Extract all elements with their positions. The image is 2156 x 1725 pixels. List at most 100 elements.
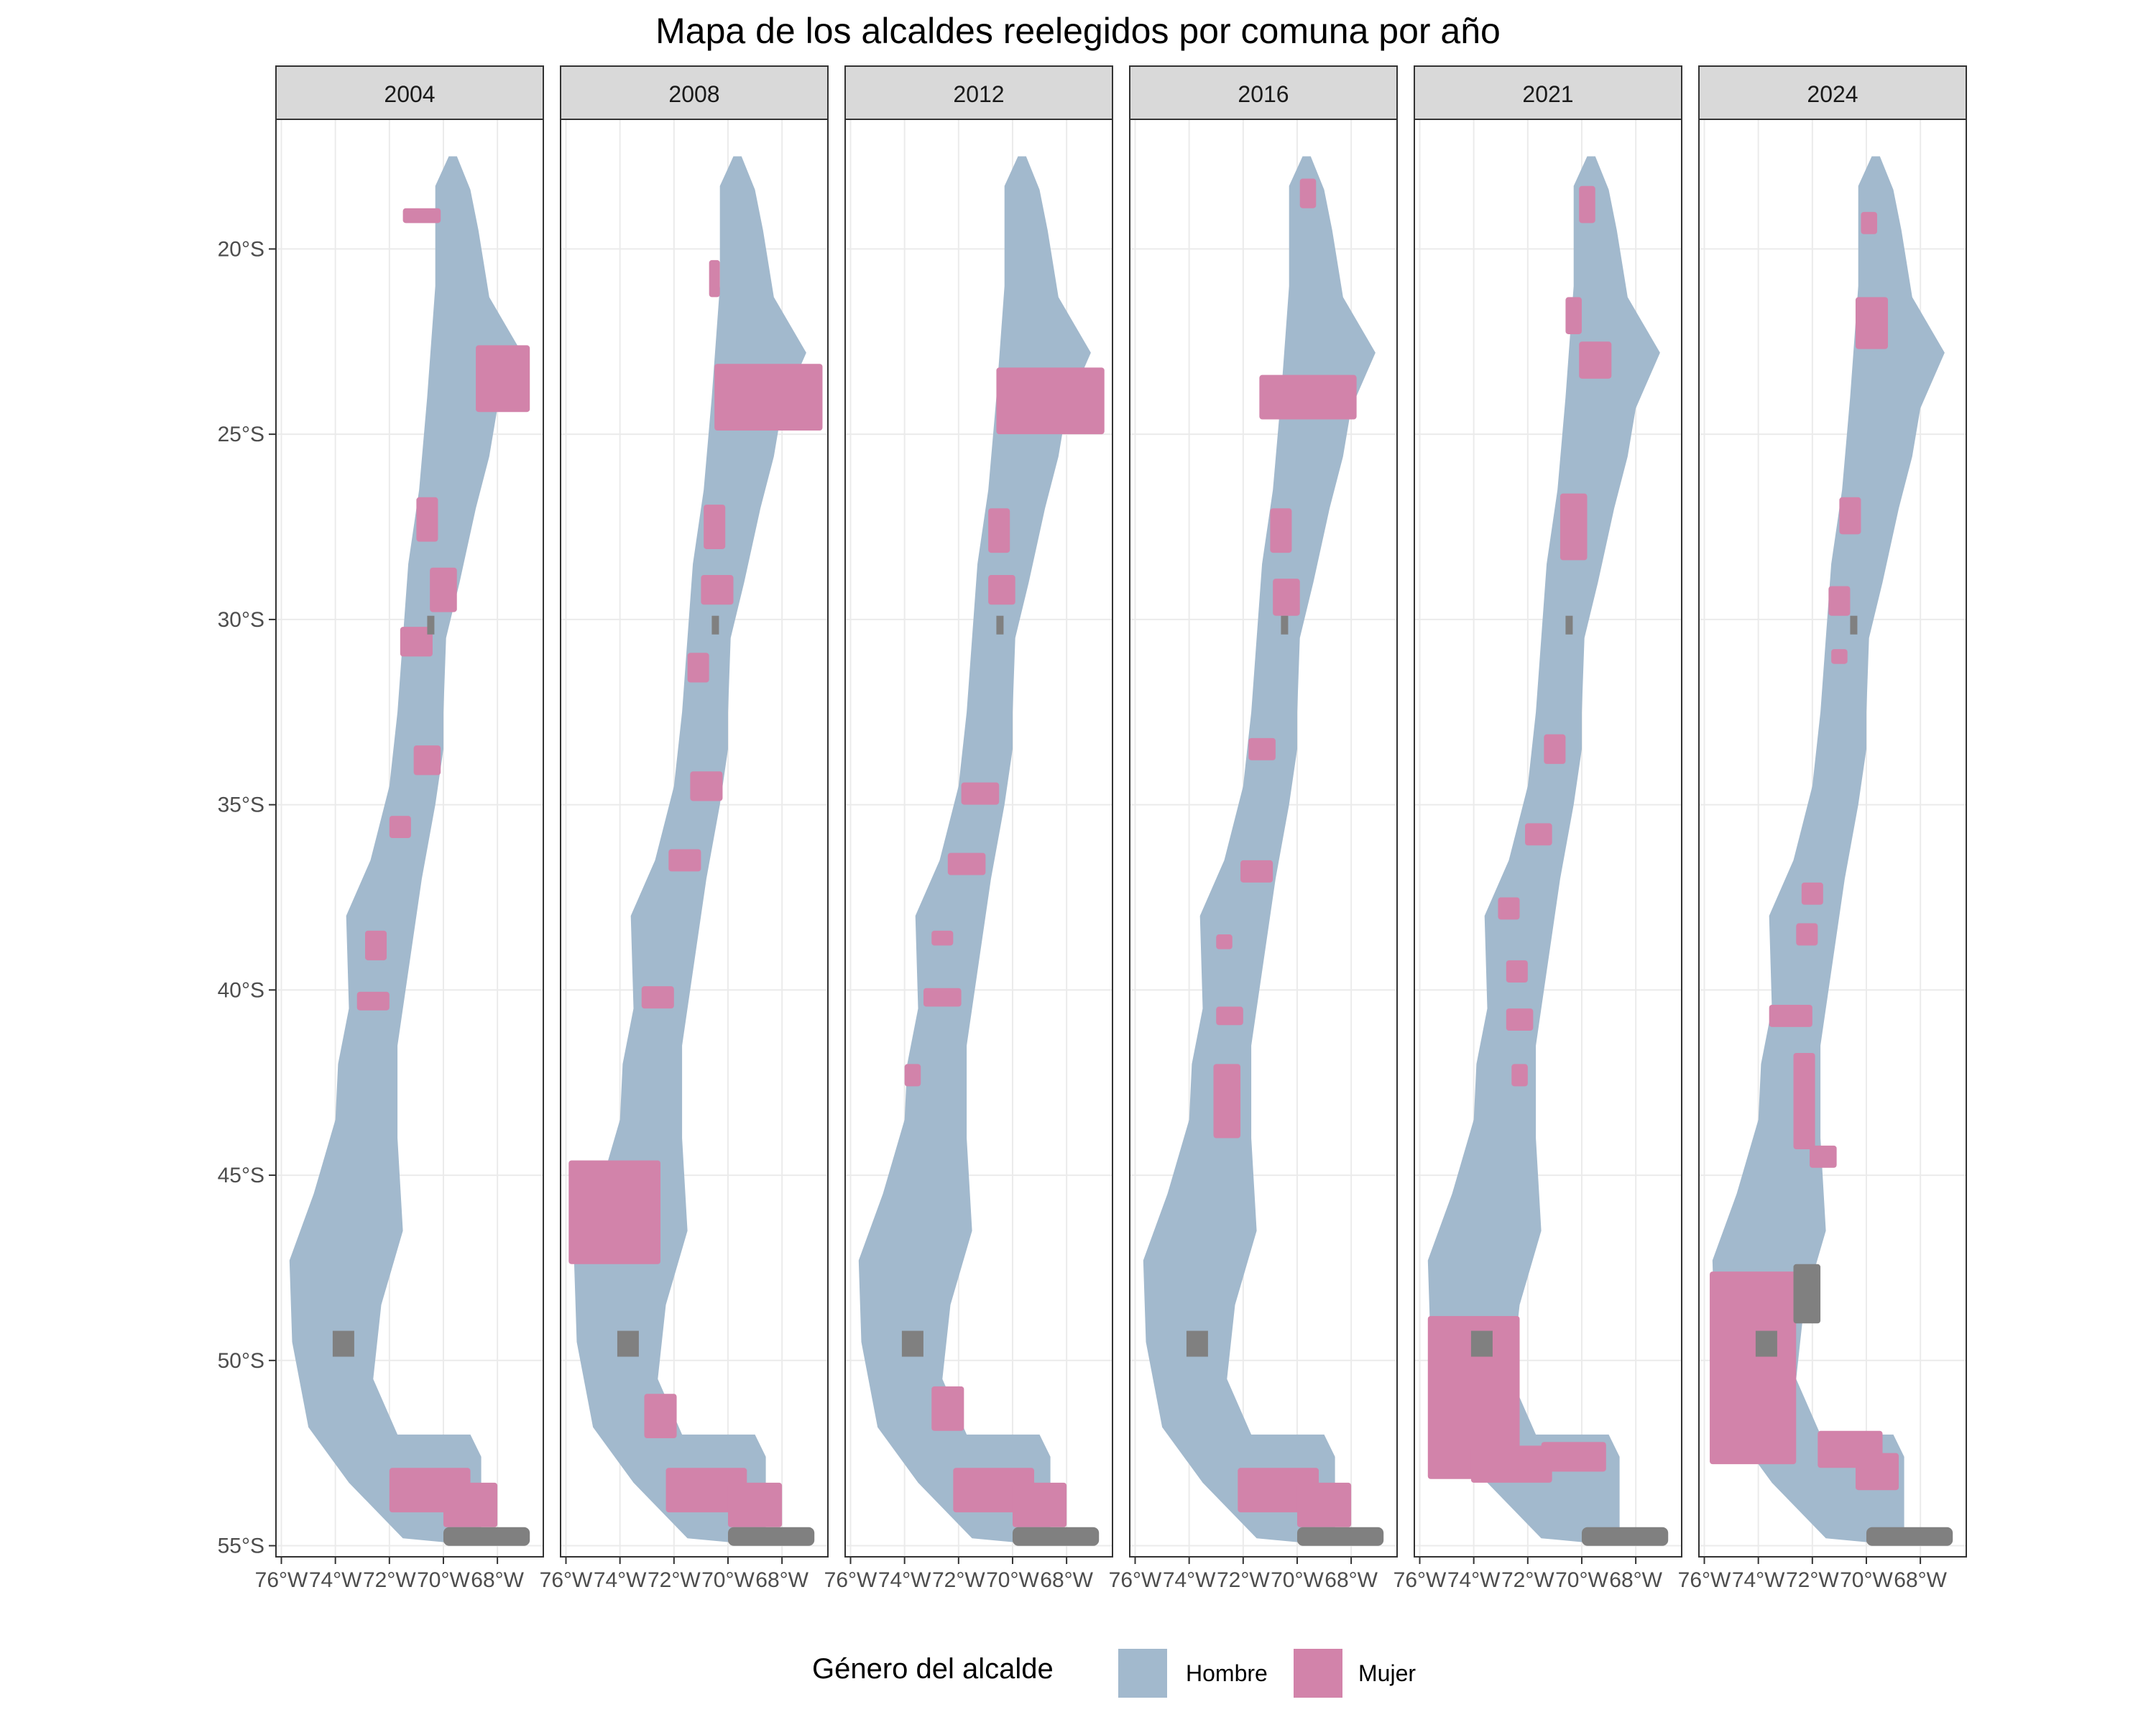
commune-mujer-2016-4 [1248, 737, 1276, 760]
x-tick-label-2016: 76°W [1109, 1568, 1162, 1592]
commune-mujer-2008-8 [568, 1160, 661, 1264]
x-tick-label-2004: 68°W [471, 1568, 524, 1592]
x-tick-label-2012: 74°W [878, 1568, 931, 1592]
commune-mujer-2024-0 [1861, 211, 1877, 234]
commune-mujer-2016-6 [1216, 934, 1233, 949]
commune-mujer-2021-4 [1544, 734, 1566, 764]
commune-na-2012 [996, 615, 1004, 635]
commune-mujer-2008-3 [701, 575, 734, 605]
facet-strip-2008 [560, 65, 829, 120]
panel-border-2024 [1698, 119, 1967, 1558]
commune-na-antartica-2016 [1186, 1330, 1208, 1357]
y-tick-label: 40°S [218, 978, 264, 1002]
commune-mujer-2024-3 [1828, 586, 1851, 616]
commune-mujer-2024-4 [1831, 649, 1848, 664]
commune-mujer-2008-5 [690, 771, 723, 801]
commune-mujer-2024-12 [1855, 1453, 1899, 1491]
commune-mujer-2008-11 [727, 1482, 783, 1527]
commune-na-2008 [711, 615, 719, 635]
commune-na-south-2016 [1296, 1527, 1384, 1546]
commune-na-antartica-2024 [1755, 1330, 1777, 1357]
commune-na-south-2024 [1866, 1527, 1953, 1546]
commune-mujer-2004-8 [356, 991, 390, 1011]
x-tick-label-2008: 74°W [594, 1568, 647, 1592]
facet-strip-2016 [1129, 65, 1398, 120]
commune-mujer-2004-5 [413, 745, 441, 776]
commune-mujer-2021-1 [1579, 341, 1612, 379]
commune-mujer-2004-2 [416, 497, 438, 542]
x-tick-label-2021: 74°W [1447, 1568, 1501, 1592]
x-tick-label-2008: 70°W [701, 1568, 755, 1592]
facet-label-2021: 2021 [1522, 81, 1573, 107]
commune-mujer-2024-8 [1793, 1052, 1815, 1149]
commune-mujer-2012-8 [931, 1386, 964, 1431]
x-tick-label-2024: 70°W [1840, 1568, 1893, 1592]
legend-label-mujer: Mujer [1358, 1660, 1416, 1686]
chile-communes-hombre-2012 [858, 156, 1091, 1546]
x-tick-label-2008: 72°W [648, 1568, 701, 1592]
x-tick-label-2004: 70°W [417, 1568, 470, 1592]
chile-communes-hombre-2004 [289, 156, 522, 1546]
chile-communes-hombre-2016 [1143, 156, 1376, 1546]
commune-mujer-2004-4 [400, 627, 433, 657]
x-tick-label-2024: 76°W [1678, 1568, 1731, 1592]
commune-mujer-2008-10 [665, 1468, 747, 1513]
commune-mujer-2021-12 [1541, 1442, 1606, 1472]
x-tick-label-2012: 70°W [986, 1568, 1039, 1592]
x-tick-label-2024: 74°W [1732, 1568, 1785, 1592]
chile-communes-hombre-2024 [1712, 156, 1945, 1546]
commune-mujer-2021-8 [1506, 1008, 1534, 1031]
commune-na-antartica-2021 [1470, 1330, 1493, 1357]
commune-mujer-2008-0 [709, 259, 720, 298]
x-tick-label-2021: 72°W [1501, 1568, 1554, 1592]
commune-mujer-2021-11 [1470, 1445, 1552, 1483]
commune-mujer-2008-9 [644, 1394, 677, 1439]
x-tick-label-2021: 68°W [1609, 1568, 1662, 1592]
commune-mujer-2008-7 [641, 986, 674, 1009]
x-tick-label-2008: 76°W [540, 1568, 593, 1592]
commune-mujer-2012-10 [1012, 1482, 1067, 1527]
x-tick-label-2008: 68°W [755, 1568, 808, 1592]
commune-mujer-2016-3 [1273, 579, 1300, 616]
commune-na-2021 [1565, 615, 1573, 635]
x-tick-label-2012: 76°W [824, 1568, 877, 1592]
y-tick-label: 25°S [218, 423, 264, 446]
facet-strip-2021 [1414, 65, 1682, 120]
commune-mujer-2012-6 [923, 988, 962, 1007]
commune-na-antartica-2008 [617, 1330, 639, 1357]
panel-border-2016 [1129, 119, 1398, 1558]
panel-border-2021 [1414, 119, 1682, 1558]
commune-mujer-2012-4 [947, 852, 986, 875]
legend-key-mujer [1294, 1649, 1342, 1698]
commune-mujer-2004-1 [476, 345, 530, 413]
commune-mujer-2024-7 [1769, 1004, 1812, 1027]
commune-mujer-2021-6 [1498, 897, 1520, 920]
commune-mujer-2008-1 [714, 364, 823, 431]
commune-mujer-2016-0 [1299, 178, 1317, 208]
commune-mujer-2024-5 [1801, 882, 1823, 905]
commune-mujer-2016-1 [1259, 374, 1357, 420]
commune-mujer-2024-1 [1855, 297, 1889, 349]
x-tick-label-2012: 68°W [1040, 1568, 1093, 1592]
x-tick-label-2016: 70°W [1271, 1568, 1324, 1592]
commune-mujer-2024-9 [1810, 1145, 1837, 1168]
x-tick-label-2016: 72°W [1217, 1568, 1270, 1592]
commune-mujer-2012-0 [996, 367, 1105, 435]
commune-mujer-2012-7 [904, 1064, 921, 1087]
commune-mujer-2012-3 [961, 782, 1000, 805]
y-tick-label: 20°S [218, 237, 264, 261]
commune-na-south-2008 [727, 1527, 815, 1546]
commune-mujer-2021-3 [1560, 493, 1588, 561]
x-tick-label-2021: 70°W [1555, 1568, 1608, 1592]
y-tick-label: 45°S [218, 1164, 264, 1187]
commune-na-2004 [427, 615, 435, 635]
commune-mujer-2016-2 [1270, 508, 1292, 553]
facet-label-2016: 2016 [1238, 81, 1289, 107]
commune-na-2024 [1850, 615, 1858, 635]
commune-mujer-2016-7 [1216, 1006, 1243, 1026]
commune-na-south-2012 [1012, 1527, 1100, 1546]
commune-mujer-2016-5 [1240, 860, 1273, 883]
commune-mujer-2021-2 [1565, 297, 1582, 334]
commune-mujer-2021-9 [1511, 1064, 1528, 1087]
